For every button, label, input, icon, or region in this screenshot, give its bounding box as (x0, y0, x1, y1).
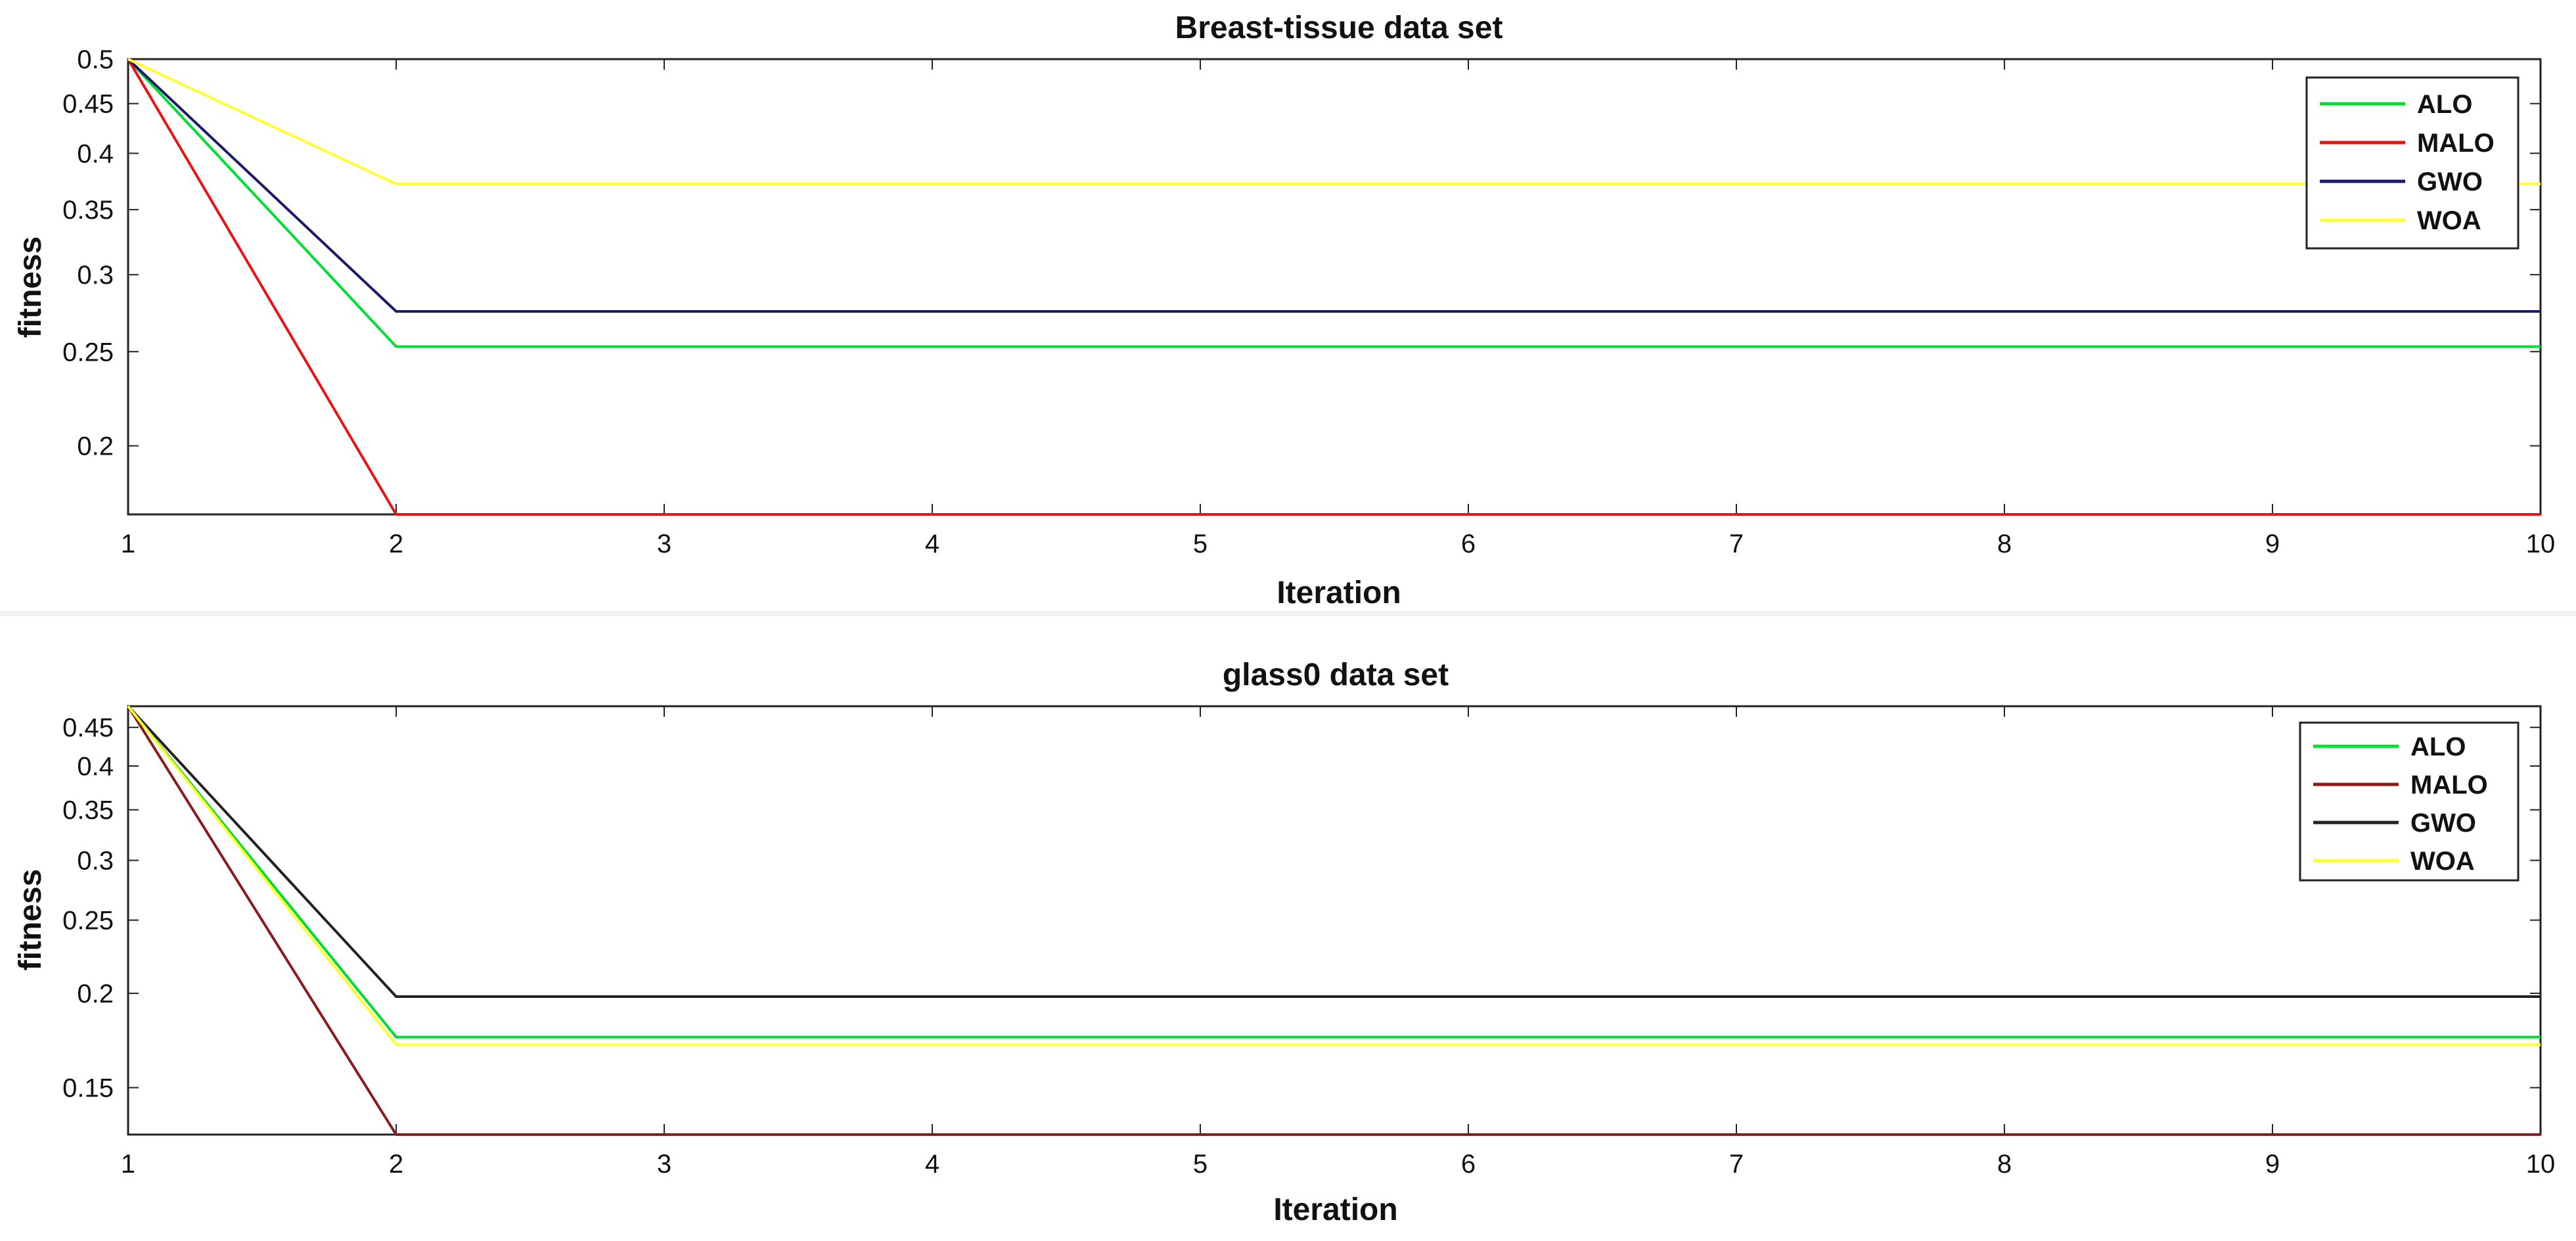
x-tick-label: 7 (1729, 1150, 1744, 1179)
series-line-malo (127, 58, 2541, 516)
x-axis-label: Iteration (1277, 575, 1401, 610)
x-tick-labels: 1 2 3 4 5 6 7 8 9 10 (121, 706, 2555, 1179)
legend-label: GWO (2410, 809, 2476, 838)
x-tick-label: 8 (1997, 530, 2012, 558)
series-line-alo (127, 705, 2541, 1039)
legend-box (2299, 721, 2520, 882)
x-tick-label: 5 (1193, 1150, 1208, 1179)
y-tick-label: 0.2 (77, 980, 114, 1008)
legend-label: MALO (2417, 129, 2495, 158)
plot-area (127, 705, 2542, 1136)
series-line-malo (127, 705, 2541, 1136)
legend-entry-malo: MALO (2320, 129, 2495, 158)
y-tick-label: 0.25 (62, 338, 114, 367)
y-tick-label: 0.4 (77, 752, 114, 781)
y-tick-label: 0.25 (62, 907, 114, 936)
legend-label: ALO (2410, 733, 2466, 761)
x-tick-label: 4 (925, 530, 939, 558)
x-tick-label: 7 (1729, 530, 1744, 558)
x-tick-label: 2 (389, 1150, 403, 1179)
x-axis-label: Iteration (1273, 1192, 1397, 1227)
legend-entry-gwo: GWO (2320, 168, 2483, 196)
y-tick-label: 0.4 (77, 139, 114, 168)
y-axis-label: fitness (13, 869, 48, 971)
legend-entry-woa: WOA (2313, 847, 2475, 876)
legend-label: WOA (2417, 206, 2481, 235)
y-tick-label: 0.5 (77, 45, 114, 74)
chart-breast-tissue: Breast-tissue data set 0.2 0.25 0.3 0.35 0.4… (13, 11, 2555, 610)
legend-label: GWO (2417, 168, 2483, 196)
x-tick-label: 9 (2265, 530, 2280, 558)
x-tick-label: 6 (1461, 1150, 1476, 1179)
legend-entry-woa: WOA (2320, 206, 2481, 235)
y-tick-labels: 0.15 0.2 0.25 0.3 0.35 0.4 0.45 (62, 713, 2541, 1103)
legend-entry-gwo: GWO (2313, 809, 2476, 838)
y-tick-label: 0.3 (77, 261, 114, 290)
x-tick-label: 6 (1461, 530, 1476, 558)
x-tick-label: 3 (657, 1150, 671, 1179)
legend-label: WOA (2410, 847, 2475, 876)
legend-label: ALO (2417, 90, 2472, 119)
legend-label: MALO (2410, 771, 2488, 800)
legend: ALO MALO GWO WOA (2299, 721, 2520, 882)
series-line-woa (127, 58, 2541, 185)
chart-title: glass0 data set (1223, 658, 1449, 692)
y-tick-label: 0.45 (62, 713, 114, 742)
y-tick-label: 0.35 (62, 796, 114, 825)
series-line-alo (127, 58, 2541, 348)
series-lines (127, 58, 2541, 516)
chart-glass0: glass0 data set 0.15 0.2 0.25 0.3 0.35 0.4 0.4… (13, 658, 2555, 1227)
legend: ALO MALO GWO WOA (2305, 76, 2520, 250)
x-tick-label: 1 (121, 1150, 135, 1179)
legend-entry-alo: ALO (2313, 733, 2466, 761)
y-tick-label: 0.15 (62, 1074, 114, 1103)
y-axis-label: fitness (13, 237, 48, 338)
plot-area (127, 58, 2542, 516)
x-tick-label: 2 (389, 530, 403, 558)
x-tick-label: 10 (2526, 1150, 2556, 1179)
series-line-woa (127, 705, 2541, 1047)
legend-entry-malo: MALO (2313, 771, 2488, 800)
figure-separator (0, 611, 2576, 616)
x-tick-label: 1 (121, 530, 135, 558)
y-tick-labels: 0.2 0.25 0.3 0.35 0.4 0.45 0.5 (62, 45, 2541, 461)
x-tick-label: 5 (1193, 530, 1208, 558)
x-tick-labels: 1 2 3 4 5 6 7 8 9 10 (121, 59, 2555, 558)
y-tick-label: 0.35 (62, 196, 114, 225)
x-tick-label: 9 (2265, 1150, 2280, 1179)
chart-title: Breast-tissue data set (1175, 11, 1503, 45)
series-line-gwo (127, 58, 2541, 313)
x-tick-label: 4 (925, 1150, 939, 1179)
series-line-gwo (127, 705, 2541, 998)
x-tick-label: 8 (1997, 1150, 2012, 1179)
y-tick-label: 0.2 (77, 432, 114, 461)
x-tick-label: 10 (2526, 530, 2556, 558)
series-lines (127, 705, 2541, 1136)
y-tick-label: 0.3 (77, 847, 114, 876)
y-tick-label: 0.45 (62, 90, 114, 119)
legend-entry-alo: ALO (2320, 90, 2472, 119)
x-tick-label: 3 (657, 530, 671, 558)
